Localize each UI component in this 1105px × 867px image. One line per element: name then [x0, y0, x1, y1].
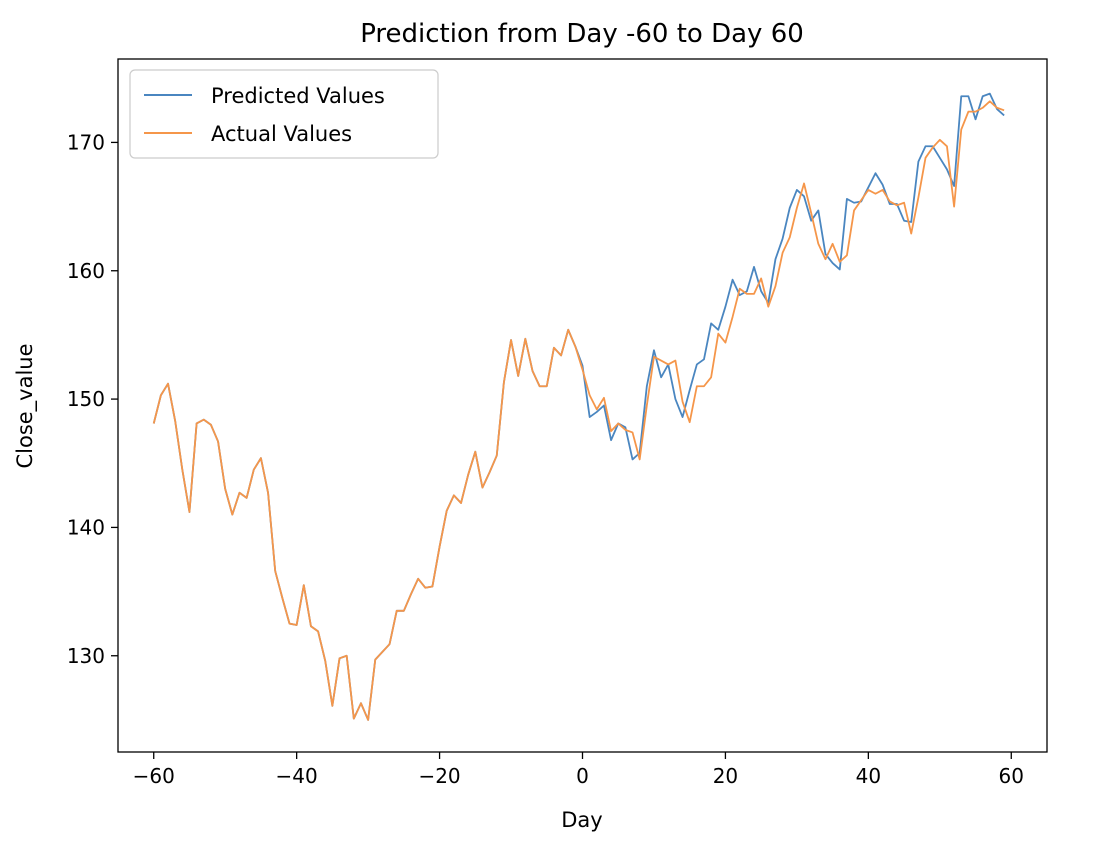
y-axis-label: Close_value: [13, 343, 38, 468]
series-line-actual: [152, 100, 1005, 721]
chart-title: Prediction from Day -60 to Day 60: [360, 19, 804, 49]
x-tick-label: −40: [276, 764, 318, 788]
series-layer: [152, 92, 1005, 721]
y-tick-label: 150: [67, 387, 105, 411]
x-tick-label: −60: [133, 764, 175, 788]
y-tick-label: 140: [67, 515, 105, 539]
x-tick-label: 20: [713, 764, 738, 788]
x-tick-label: −20: [418, 764, 460, 788]
legend: Predicted Values Actual Values: [129, 69, 439, 159]
y-tick-label: 160: [67, 259, 105, 283]
x-axis-label: Day: [561, 808, 602, 832]
legend-box: [129, 69, 439, 159]
y-tick-label: 130: [67, 644, 105, 668]
x-tick-label: 60: [999, 764, 1024, 788]
legend-label-actual: Actual Values: [211, 122, 352, 146]
y-axis-ticks: 130 140 150 160 170: [67, 130, 118, 668]
x-tick-label: 40: [856, 764, 881, 788]
legend-label-predicted: Predicted Values: [211, 84, 385, 108]
x-axis-ticks: −60 −40 −20 0 20 40 60: [133, 752, 1024, 788]
x-tick-label: 0: [576, 764, 589, 788]
y-tick-label: 170: [67, 130, 105, 154]
